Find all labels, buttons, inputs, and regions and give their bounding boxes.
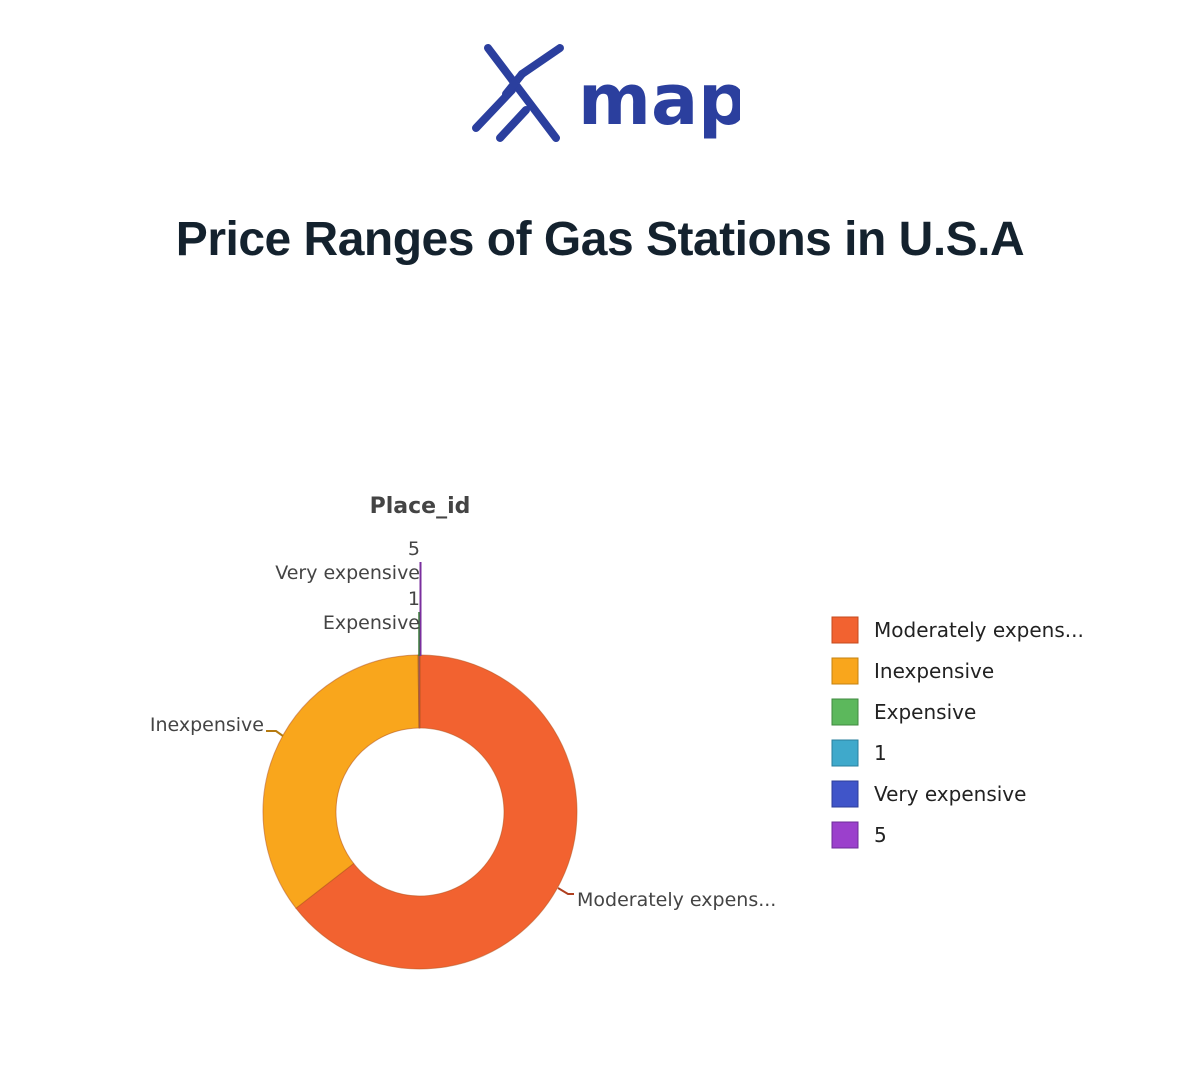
logo-wordmark: map (578, 59, 740, 141)
legend-label: 1 (874, 741, 887, 765)
outside-label-expensive: Expensive (323, 612, 420, 634)
legend-swatch (831, 657, 859, 685)
chart-title: Place_id (370, 494, 471, 519)
slice-1[interactable] (262, 654, 420, 909)
slices (262, 654, 578, 970)
xmap-logo: map (472, 44, 740, 142)
legend-label: Expensive (874, 700, 976, 724)
legend-item[interactable]: 5 (831, 821, 887, 849)
legend: Moderately expens... Inexpensive Expensi… (831, 616, 1084, 849)
legend-label: Inexpensive (874, 659, 994, 683)
outside-label-very-expensive: Very expensive (275, 562, 420, 584)
legend-swatch (831, 821, 859, 849)
leader-lines (266, 562, 574, 895)
page-title: Price Ranges of Gas Stations in U.S.A (175, 213, 1025, 266)
outside-label-moderately: Moderately expens... (577, 889, 776, 911)
legend-swatch (831, 739, 859, 767)
outside-label-5: 5 (408, 538, 420, 560)
legend-item[interactable]: 1 (831, 739, 887, 767)
slice-0[interactable] (295, 654, 578, 970)
legend-label: Moderately expens... (874, 618, 1084, 642)
legend-item[interactable]: Expensive (831, 698, 976, 726)
legend-swatch (831, 698, 859, 726)
legend-item[interactable]: Very expensive (831, 780, 1026, 808)
outside-label-inexpensive: Inexpensive (150, 714, 264, 736)
legend-label: Very expensive (874, 782, 1026, 806)
legend-swatch (831, 780, 859, 808)
leader-line-moderately (557, 887, 574, 895)
legend-label: 5 (874, 823, 887, 847)
outside-label-1: 1 (408, 588, 420, 610)
legend-item[interactable]: Moderately expens... (831, 616, 1084, 644)
legend-item[interactable]: Inexpensive (831, 657, 994, 685)
leader-line-inexpensive (266, 730, 284, 737)
legend-swatch (831, 616, 859, 644)
